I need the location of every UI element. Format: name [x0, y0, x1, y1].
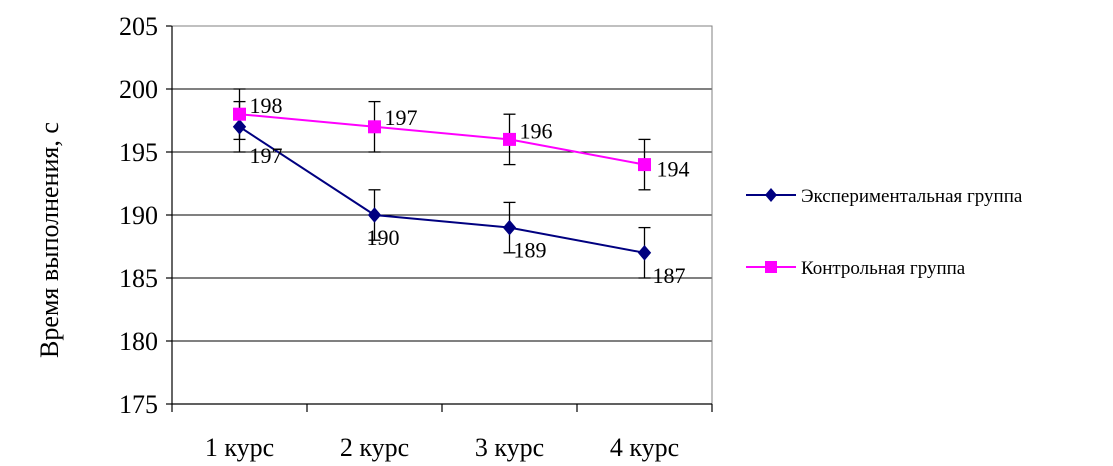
series-markers [232, 107, 652, 261]
y-tick-label: 205 [119, 12, 158, 41]
y-tick-label: 175 [119, 390, 158, 419]
data-point-square [233, 107, 246, 121]
y-axis-title: Время выполнения, с [35, 122, 64, 358]
y-tick-label: 200 [119, 75, 158, 104]
y-tick-labels: 175 180 185 190 195 200 205 [119, 12, 158, 419]
gridlines [172, 25, 712, 342]
legend-marker-diamond [765, 188, 777, 202]
legend-label: Контрольная группа [801, 258, 966, 279]
data-point-diamond [637, 245, 652, 261]
error-bars [233, 88, 651, 279]
axes [166, 25, 713, 412]
x-tick-label: 1 курс [205, 433, 274, 462]
series-line [239, 113, 645, 166]
series-line [238, 125, 645, 254]
data-labels: 197 190 189 187 198 197 196 194 [250, 93, 690, 288]
data-label: 197 [385, 105, 418, 130]
data-label: 187 [653, 263, 686, 288]
data-label: 197 [250, 143, 283, 168]
x-tick-labels: 1 курс 2 курс 3 курс 4 курс [205, 433, 679, 462]
data-point-diamond [367, 207, 382, 223]
data-point-diamond [232, 119, 247, 135]
data-label: 194 [657, 157, 690, 182]
x-tick-label: 2 курс [340, 433, 409, 462]
data-point-square [368, 120, 381, 134]
legend: Экспериментальная группа Контрольная груп… [746, 186, 1023, 279]
legend-marker-square [765, 261, 777, 273]
y-tick-label: 195 [119, 138, 158, 167]
y-tick-label: 180 [119, 327, 158, 356]
series-lines [238, 113, 645, 254]
x-tick-label: 4 курс [610, 433, 679, 462]
y-tick-label: 185 [119, 264, 158, 293]
data-label: 196 [520, 118, 553, 143]
data-label: 189 [514, 238, 547, 263]
data-point-square [638, 158, 651, 172]
y-tick-label: 190 [119, 201, 158, 230]
legend-label: Экспериментальная группа [801, 186, 1023, 207]
data-label: 190 [367, 225, 400, 250]
data-label: 198 [250, 93, 283, 118]
data-point-square [503, 132, 516, 146]
x-tick-label: 3 курс [475, 433, 544, 462]
data-point-diamond [502, 219, 517, 236]
